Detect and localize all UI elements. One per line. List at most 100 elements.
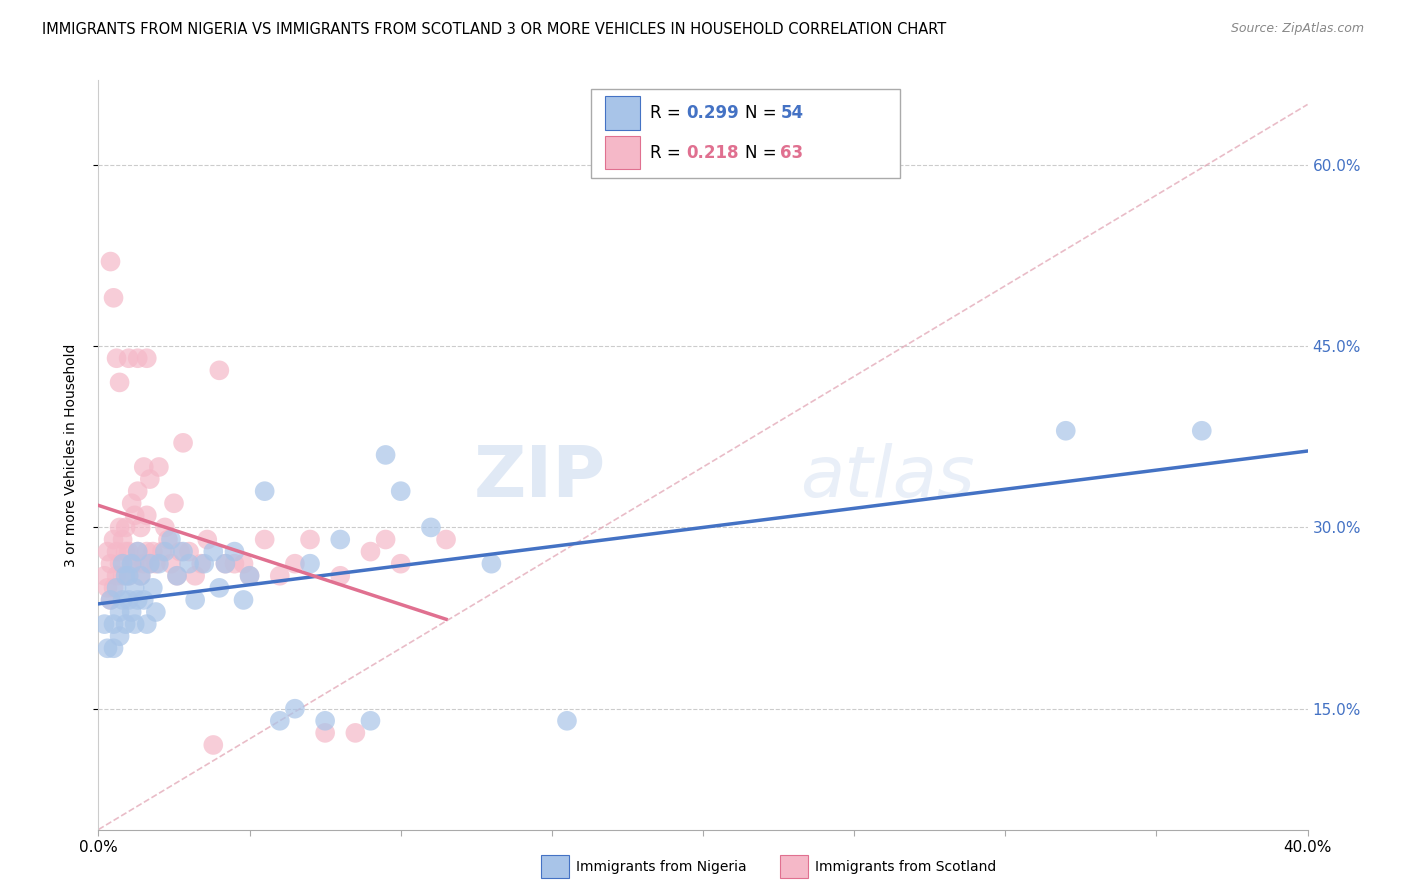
Point: [269, 714, 291, 728]
Point: [193, 557, 215, 571]
Point: [132, 460, 155, 475]
Point: [111, 593, 134, 607]
Point: [208, 581, 231, 595]
Point: [127, 351, 149, 366]
Point: [118, 568, 141, 582]
Y-axis label: 3 or more Vehicles in Household: 3 or more Vehicles in Household: [63, 343, 77, 566]
Point: [108, 557, 131, 571]
Point: [118, 351, 141, 366]
Point: [184, 593, 207, 607]
Point: [239, 568, 262, 582]
Point: [179, 544, 201, 558]
Text: R =: R =: [650, 104, 686, 122]
Point: [121, 557, 143, 571]
Point: [153, 544, 176, 558]
Point: [239, 568, 262, 582]
Point: [108, 629, 131, 643]
Point: [150, 544, 173, 558]
Point: [124, 557, 146, 571]
Point: [108, 376, 131, 390]
Point: [135, 508, 157, 523]
Point: [166, 568, 188, 582]
Point: [96, 544, 118, 558]
Point: [299, 533, 322, 547]
Point: [124, 581, 146, 595]
Point: [111, 568, 134, 582]
Text: ZIP: ZIP: [474, 443, 606, 512]
Point: [148, 460, 170, 475]
Point: [481, 557, 503, 571]
Point: [100, 593, 122, 607]
Point: [96, 641, 118, 656]
Point: [160, 557, 183, 571]
Point: [93, 617, 115, 632]
Point: [360, 714, 382, 728]
Point: [314, 726, 336, 740]
Text: atlas: atlas: [800, 443, 974, 512]
Point: [132, 593, 155, 607]
Point: [214, 557, 236, 571]
Point: [105, 544, 128, 558]
Point: [172, 544, 194, 558]
Point: [103, 641, 125, 656]
Point: [114, 568, 136, 582]
Point: [184, 568, 207, 582]
Text: Source: ZipAtlas.com: Source: ZipAtlas.com: [1230, 22, 1364, 36]
Point: [139, 472, 162, 486]
Point: [118, 593, 141, 607]
Point: [111, 533, 134, 547]
Point: [284, 702, 307, 716]
Point: [124, 617, 146, 632]
Point: [139, 557, 162, 571]
Point: [142, 581, 165, 595]
Point: [420, 520, 443, 534]
Point: [96, 581, 118, 595]
Point: [374, 448, 396, 462]
Text: 0.218: 0.218: [686, 144, 738, 161]
Point: [299, 557, 322, 571]
Text: IMMIGRANTS FROM NIGERIA VS IMMIGRANTS FROM SCOTLAND 3 OR MORE VEHICLES IN HOUSEH: IMMIGRANTS FROM NIGERIA VS IMMIGRANTS FR…: [42, 22, 946, 37]
Point: [121, 496, 143, 510]
Point: [329, 533, 352, 547]
Point: [145, 605, 167, 619]
Point: [224, 557, 246, 571]
Point: [118, 544, 141, 558]
Point: [100, 593, 122, 607]
Point: [179, 557, 201, 571]
Point: [135, 617, 157, 632]
Point: [121, 557, 143, 571]
Text: 54: 54: [780, 104, 803, 122]
Point: [253, 533, 276, 547]
Point: [129, 568, 152, 582]
Point: [153, 520, 176, 534]
Point: [344, 726, 367, 740]
Point: [103, 581, 125, 595]
Point: [103, 533, 125, 547]
Text: 0.299: 0.299: [686, 104, 740, 122]
Point: [555, 714, 578, 728]
Point: [127, 544, 149, 558]
Point: [160, 533, 183, 547]
Point: [93, 568, 115, 582]
Point: [172, 435, 194, 450]
Point: [129, 568, 152, 582]
Point: [105, 351, 128, 366]
Text: N =: N =: [745, 104, 782, 122]
Point: [253, 484, 276, 499]
Point: [166, 568, 188, 582]
Point: [135, 351, 157, 366]
Point: [232, 593, 254, 607]
Text: R =: R =: [650, 144, 686, 161]
Point: [127, 544, 149, 558]
Point: [269, 568, 291, 582]
Point: [169, 544, 191, 558]
Point: [142, 544, 165, 558]
Point: [389, 484, 412, 499]
Point: [224, 544, 246, 558]
Point: [145, 557, 167, 571]
Point: [232, 557, 254, 571]
Point: [108, 520, 131, 534]
Point: [374, 533, 396, 547]
Point: [195, 533, 218, 547]
Point: [135, 544, 157, 558]
